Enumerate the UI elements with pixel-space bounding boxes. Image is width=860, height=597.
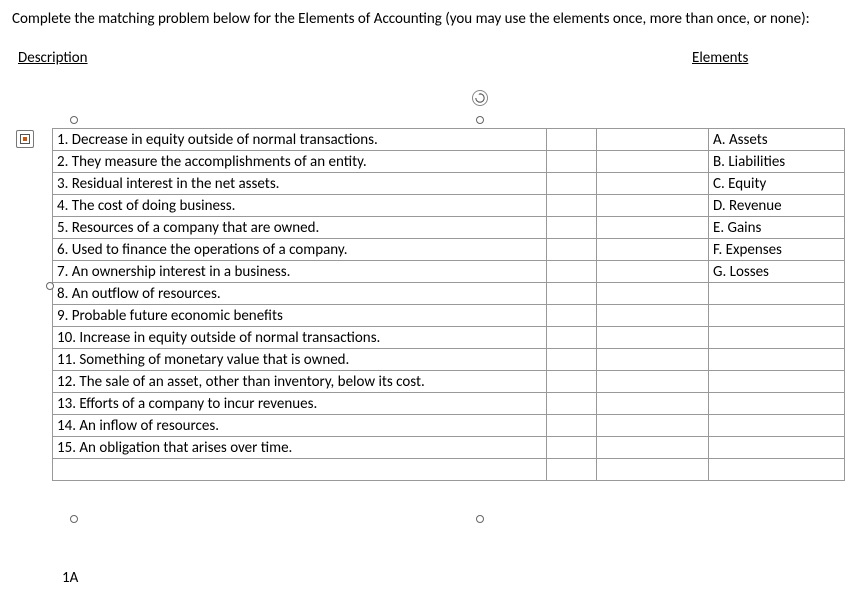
spacer-cell <box>597 327 709 349</box>
answer-cell[interactable] <box>547 283 597 305</box>
table-row[interactable]: 2. They measure the accomplishments of a… <box>53 151 845 173</box>
table-row[interactable]: 9. Probable future economic benefits <box>53 305 845 327</box>
description-cell[interactable]: 4. The cost of doing business. <box>53 195 547 217</box>
answer-cell[interactable] <box>547 459 597 481</box>
element-cell[interactable] <box>709 349 845 371</box>
answer-cell[interactable] <box>547 217 597 239</box>
spacer-cell <box>597 349 709 371</box>
spacer-cell <box>597 415 709 437</box>
table-row[interactable]: 1. Decrease in equity outside of normal … <box>53 129 845 151</box>
element-cell[interactable]: E. Gains <box>709 217 845 239</box>
selection-handle-icon[interactable] <box>476 515 484 523</box>
spacer-cell <box>597 283 709 305</box>
spacer-cell <box>597 151 709 173</box>
answer-cell[interactable] <box>547 415 597 437</box>
spacer-cell <box>597 371 709 393</box>
table-row[interactable] <box>53 459 845 481</box>
answer-cell[interactable] <box>547 239 597 261</box>
spacer-cell <box>597 261 709 283</box>
column-headers: Description Elements <box>12 49 848 73</box>
table-row[interactable]: 14. An inflow of resources. <box>53 415 845 437</box>
matching-table[interactable]: 1. Decrease in equity outside of normal … <box>52 128 844 481</box>
table-row[interactable]: 6. Used to finance the operations of a c… <box>53 239 845 261</box>
element-cell[interactable]: F. Expenses <box>709 239 845 261</box>
answer-cell[interactable] <box>547 437 597 459</box>
description-cell[interactable] <box>53 459 547 481</box>
answer-cell[interactable] <box>547 195 597 217</box>
table-row[interactable]: 11. Something of monetary value that is … <box>53 349 845 371</box>
selection-handle-icon[interactable] <box>476 116 484 124</box>
table-row[interactable]: 15. An obligation that arises over time. <box>53 437 845 459</box>
header-elements: Elements <box>692 49 748 67</box>
answer-cell[interactable] <box>547 393 597 415</box>
description-cell[interactable]: 8. An outflow of resources. <box>53 283 547 305</box>
spacer-cell <box>597 195 709 217</box>
spacer-cell <box>597 305 709 327</box>
element-cell[interactable] <box>709 459 845 481</box>
table-row[interactable]: 10. Increase in equity outside of normal… <box>53 327 845 349</box>
header-description: Description <box>18 49 88 67</box>
spacer-cell <box>597 239 709 261</box>
instructions-text: Complete the matching problem below for … <box>12 8 848 31</box>
layout-options-icon[interactable] <box>16 130 34 148</box>
spacer-cell <box>597 393 709 415</box>
description-cell[interactable]: 14. An inflow of resources. <box>53 415 547 437</box>
description-cell[interactable]: 10. Increase in equity outside of normal… <box>53 327 547 349</box>
description-cell[interactable]: 13. Efforts of a company to incur revenu… <box>53 393 547 415</box>
element-cell[interactable] <box>709 437 845 459</box>
description-cell[interactable]: 11. Something of monetary value that is … <box>53 349 547 371</box>
answer-cell[interactable] <box>547 327 597 349</box>
description-cell[interactable]: 5. Resources of a company that are owned… <box>53 217 547 239</box>
spacer-cell <box>597 217 709 239</box>
element-cell[interactable]: B. Liabilities <box>709 151 845 173</box>
table-row[interactable]: 13. Efforts of a company to incur revenu… <box>53 393 845 415</box>
answer-cell[interactable] <box>547 371 597 393</box>
element-cell[interactable]: D. Revenue <box>709 195 845 217</box>
table-row[interactable]: 7. An ownership interest in a business. G… <box>53 261 845 283</box>
description-cell[interactable]: 15. An obligation that arises over time. <box>53 437 547 459</box>
description-cell[interactable]: 12. The sale of an asset, other than inv… <box>53 371 547 393</box>
table-row[interactable]: 3. Residual interest in the net assets. C… <box>53 173 845 195</box>
description-cell[interactable]: 2. They measure the accomplishments of a… <box>53 151 547 173</box>
element-cell[interactable]: A. Assets <box>709 129 845 151</box>
element-cell[interactable]: C. Equity <box>709 173 845 195</box>
table-row[interactable]: 8. An outflow of resources. <box>53 283 845 305</box>
spacer-cell <box>597 173 709 195</box>
answer-cell[interactable] <box>547 129 597 151</box>
element-cell[interactable] <box>709 327 845 349</box>
answer-cell[interactable] <box>547 151 597 173</box>
element-cell[interactable] <box>709 371 845 393</box>
selection-handle-icon[interactable] <box>70 116 78 124</box>
description-cell[interactable]: 9. Probable future economic benefits <box>53 305 547 327</box>
spacer-cell <box>597 129 709 151</box>
selection-handle-icon[interactable] <box>46 282 54 290</box>
footer-label: 1A <box>62 569 78 587</box>
element-cell[interactable] <box>709 415 845 437</box>
table-row[interactable]: 12. The sale of an asset, other than inv… <box>53 371 845 393</box>
element-cell[interactable] <box>709 283 845 305</box>
answer-cell[interactable] <box>547 349 597 371</box>
element-cell[interactable] <box>709 305 845 327</box>
rotate-handle-icon[interactable] <box>472 90 488 106</box>
answer-cell[interactable] <box>547 261 597 283</box>
element-cell[interactable] <box>709 393 845 415</box>
description-cell[interactable]: 3. Residual interest in the net assets. <box>53 173 547 195</box>
description-cell[interactable]: 7. An ownership interest in a business. <box>53 261 547 283</box>
description-cell[interactable]: 6. Used to finance the operations of a c… <box>53 239 547 261</box>
spacer-cell <box>597 437 709 459</box>
answer-cell[interactable] <box>547 173 597 195</box>
element-cell[interactable]: G. Losses <box>709 261 845 283</box>
description-cell[interactable]: 1. Decrease in equity outside of normal … <box>53 129 547 151</box>
matching-grid[interactable]: 1. Decrease in equity outside of normal … <box>52 128 845 481</box>
table-row[interactable]: 5. Resources of a company that are owned… <box>53 217 845 239</box>
spacer-cell <box>597 459 709 481</box>
selection-handle-icon[interactable] <box>70 515 78 523</box>
table-row[interactable]: 4. The cost of doing business. D. Revenue <box>53 195 845 217</box>
answer-cell[interactable] <box>547 305 597 327</box>
